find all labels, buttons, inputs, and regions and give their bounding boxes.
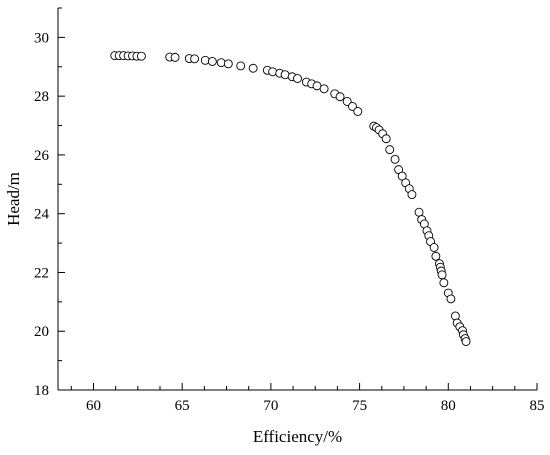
data-point — [216, 58, 226, 68]
x-tick-label: 80 — [441, 398, 456, 414]
data-point — [236, 61, 246, 71]
data-point — [319, 84, 329, 94]
data-point — [439, 278, 449, 288]
data-point — [461, 337, 471, 346]
data-point — [397, 171, 407, 181]
y-tick-label: 26 — [34, 148, 50, 164]
x-tick-label: 85 — [530, 398, 545, 414]
data-point — [431, 251, 441, 261]
y-tick-label: 24 — [34, 207, 50, 223]
data-point — [335, 92, 345, 102]
data-point — [207, 57, 217, 66]
data-point — [342, 96, 352, 106]
data-point — [353, 106, 363, 116]
y-tick-label: 22 — [34, 265, 49, 281]
data-point — [170, 52, 180, 62]
x-tick-label: 60 — [86, 398, 101, 414]
data-point — [268, 67, 278, 77]
y-axis-title: Head/m — [4, 172, 23, 226]
data-point — [136, 51, 146, 61]
x-tick-label: 70 — [263, 398, 278, 414]
x-tick-label: 75 — [352, 398, 367, 414]
x-axis-title: Efficiency/% — [253, 427, 342, 446]
data-points — [110, 51, 471, 346]
data-point — [414, 207, 424, 217]
ticks: 60 65 70 75 80 85 18 20 22 24 26 28 30 — [34, 7, 545, 414]
data-point — [200, 55, 210, 65]
y-tick-label: 30 — [34, 30, 49, 46]
data-point — [190, 54, 200, 64]
data-point — [248, 63, 258, 73]
data-point — [223, 59, 233, 69]
data-point — [407, 190, 417, 200]
data-point — [429, 243, 439, 252]
data-point — [437, 270, 447, 280]
data-point — [385, 145, 395, 155]
data-point — [390, 154, 400, 164]
y-tick-label: 18 — [34, 383, 49, 399]
y-tick-label: 20 — [34, 324, 49, 340]
x-tick-label: 65 — [175, 398, 190, 414]
data-point — [381, 134, 391, 144]
data-point — [348, 101, 357, 111]
data-point — [446, 294, 456, 304]
y-tick-label: 28 — [34, 89, 49, 105]
data-point — [293, 74, 302, 83]
